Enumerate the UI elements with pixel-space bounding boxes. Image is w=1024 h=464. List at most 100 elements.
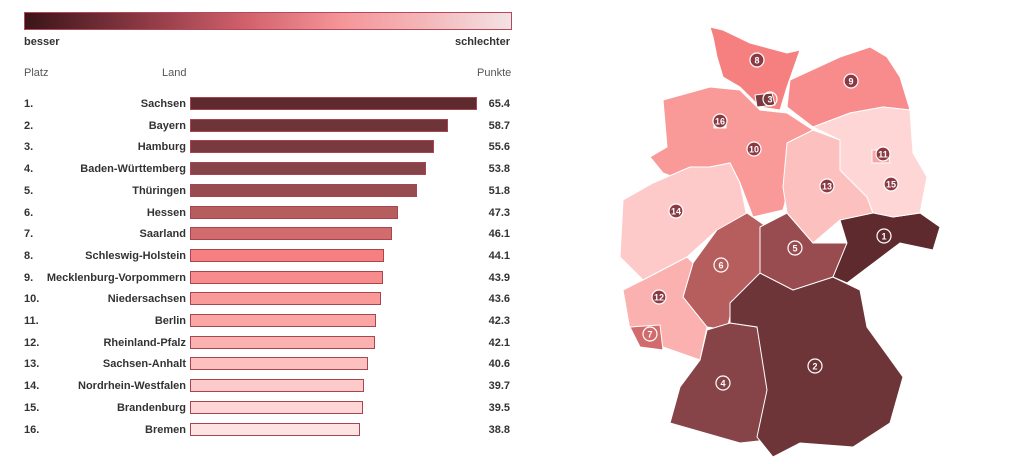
table-row: 16. Bremen 38.8	[0, 421, 520, 439]
value-label: 42.1	[488, 336, 510, 349]
value-label: 39.5	[488, 401, 510, 414]
table-row: 7. Saarland 46.1	[0, 225, 520, 243]
bar	[190, 379, 365, 393]
table-row: 4. Baden-Württemberg 53.8	[0, 160, 520, 178]
rank-label: 12.	[24, 336, 40, 349]
bar	[190, 162, 427, 176]
map-rank-label: 6	[718, 261, 723, 271]
value-label: 44.1	[488, 249, 510, 262]
state-label: Baden-Württemberg	[80, 163, 186, 176]
table-row: 14. Nordrhein-Westfalen 39.7	[0, 377, 520, 395]
map-rank-label: 7	[647, 330, 652, 340]
state-label: Hessen	[146, 206, 186, 219]
table-row: 2. Bayern 58.7	[0, 117, 520, 135]
bar	[190, 292, 382, 306]
state-label: Rheinland-Pfalz	[103, 336, 186, 349]
value-label: 65.4	[488, 98, 510, 110]
state-label: Bayern	[148, 119, 186, 132]
value-label: 55.6	[488, 141, 510, 154]
map-rank-marker	[715, 375, 731, 391]
state-label: Thüringen	[132, 184, 186, 197]
state-label: Niedersachsen	[107, 293, 186, 306]
value-label: 47.3	[488, 206, 510, 219]
rank-label: 10.	[24, 293, 40, 306]
rank-label: 3.	[24, 141, 34, 154]
map-rank-marker	[746, 141, 762, 157]
legend-better-label: besser	[24, 36, 60, 48]
state-label: Nordrhein-Westfalen	[78, 380, 186, 393]
rank-label: 1.	[24, 98, 34, 110]
bar	[190, 270, 383, 284]
map-rank-marker	[749, 52, 765, 68]
state-label: Sachsen	[140, 98, 186, 110]
map-rank-marker	[807, 358, 823, 374]
legend-worse-label: schlechter	[454, 36, 510, 48]
rank-label: 15.	[24, 401, 40, 414]
map-region-brandenburg	[811, 106, 928, 218]
map-rank-marker	[713, 257, 729, 273]
header-rank: Platz	[24, 67, 49, 79]
table-row: 3. Hamburg 55.6	[0, 138, 520, 156]
value-label: 39.7	[488, 380, 510, 393]
rank-label: 14.	[24, 380, 40, 393]
bar	[190, 205, 398, 219]
bar	[190, 227, 393, 241]
rank-label: 7.	[24, 228, 34, 241]
rank-label: 4.	[24, 163, 34, 176]
map-region-schleswig-holstein	[709, 26, 801, 111]
state-label: Mecklenburg-Vorpommern	[46, 271, 186, 284]
state-label: Brandenburg	[116, 401, 186, 414]
bar	[190, 140, 434, 154]
rank-label: 2.	[24, 119, 34, 132]
map-rank-marker	[651, 289, 667, 305]
map-rank-label: 1	[881, 232, 886, 242]
rank-label: 11.	[24, 315, 39, 327]
value-label: 38.8	[488, 423, 510, 436]
table-row: 15. Brandenburg 39.5	[0, 399, 520, 417]
bar	[190, 248, 384, 262]
table-row: 12. Rheinland-Pfalz 42.1	[0, 334, 520, 352]
bar	[190, 422, 361, 436]
value-label: 53.8	[488, 163, 510, 176]
map-rank-label: 11	[878, 150, 888, 160]
map-rank-marker	[819, 178, 835, 194]
map-rank-marker	[762, 91, 778, 107]
value-label: 43.9	[488, 271, 510, 284]
table-row: 1. Sachsen 65.4	[0, 95, 520, 113]
rank-label: 8.	[24, 249, 34, 262]
map-rank-marker	[843, 73, 859, 89]
bar	[190, 357, 369, 371]
map-rank-marker	[712, 113, 728, 129]
table-row: 6. Hessen 47.3	[0, 204, 520, 222]
rank-label: 16.	[24, 423, 40, 436]
table-row: 10. Niedersachsen 43.6	[0, 290, 520, 308]
state-label: Bremen	[145, 423, 186, 436]
bar	[190, 97, 477, 110]
map-rank-label: 14	[671, 207, 681, 217]
value-label: 43.6	[488, 293, 510, 306]
rank-label: 6.	[24, 206, 34, 219]
map-rank-label: 16	[715, 117, 725, 127]
map-rank-label: 10	[749, 145, 759, 155]
map-rank-marker	[668, 203, 684, 219]
value-label: 42.3	[488, 315, 510, 327]
table-row: 8. Schleswig-Holstein 44.1	[0, 247, 520, 265]
table-row: 9. Mecklenburg-Vorpommern 43.9	[0, 269, 520, 287]
state-label: Saarland	[139, 228, 186, 241]
map-rank-marker	[876, 228, 892, 244]
map-rank-label: 5	[792, 244, 797, 254]
rank-label: 9.	[24, 271, 34, 284]
table-row: 11. Berlin 42.3	[0, 312, 520, 330]
map-region-nordrhein-westfalen	[619, 162, 748, 281]
map-rank-marker	[875, 146, 891, 162]
map-rank-label: 13	[822, 182, 832, 192]
map-rank-label: 15	[886, 180, 896, 190]
map-rank-label: 12	[654, 293, 664, 303]
map-rank-label: 9	[848, 77, 853, 87]
map-rank-marker	[642, 326, 658, 342]
table-row: 5. Thüringen 51.8	[0, 182, 520, 200]
value-label: 51.8	[488, 184, 510, 197]
map-region-sachsen	[832, 209, 941, 284]
bar	[190, 314, 376, 327]
